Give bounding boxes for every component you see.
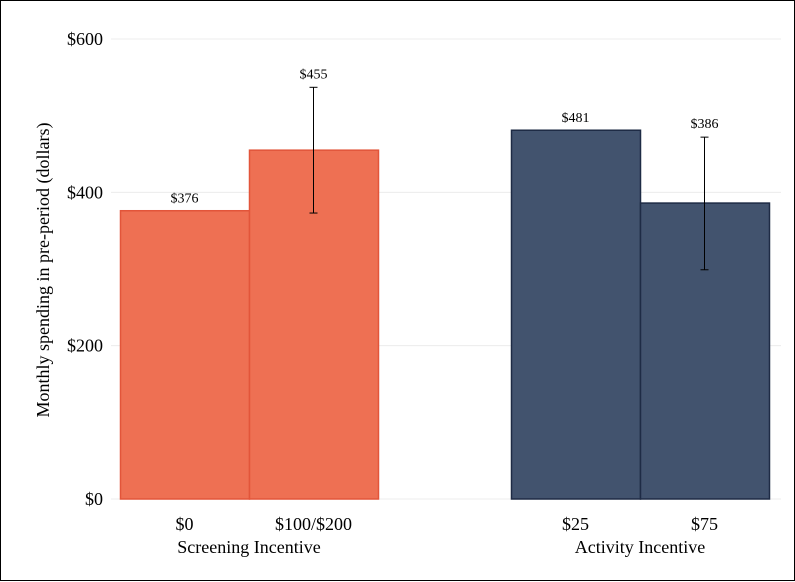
bars — [119, 129, 771, 500]
y-tick-label: $0 — [85, 489, 103, 509]
y-axis-ticks: $0 $200 $400 $600 — [67, 29, 103, 509]
y-tick-label: $600 — [67, 29, 103, 49]
bar — [510, 129, 642, 500]
y-tick-label: $400 — [67, 182, 103, 202]
x-tick-label: $100/$200 — [275, 514, 352, 534]
group-label: Screening Incentive — [177, 537, 320, 557]
value-label: $386 — [691, 117, 719, 132]
group-label: Activity Incentive — [575, 537, 705, 557]
value-label: $481 — [562, 111, 590, 126]
bar — [119, 209, 251, 500]
error-bars — [309, 86, 709, 271]
x-tick-label: $75 — [691, 514, 718, 534]
value-label: $376 — [171, 192, 199, 207]
value-label: $455 — [300, 67, 328, 82]
x-tick-label: $0 — [176, 514, 194, 534]
y-axis-title: Monthly spending in pre-period (dollars) — [33, 123, 54, 418]
x-axis-labels: $0 $100/$200 Screening Incentive $25 $75 Acti… — [176, 514, 719, 557]
y-tick-label: $200 — [67, 336, 103, 356]
value-labels: $376 $455 $481 $386 — [171, 67, 719, 206]
x-tick-label: $25 — [562, 514, 589, 534]
